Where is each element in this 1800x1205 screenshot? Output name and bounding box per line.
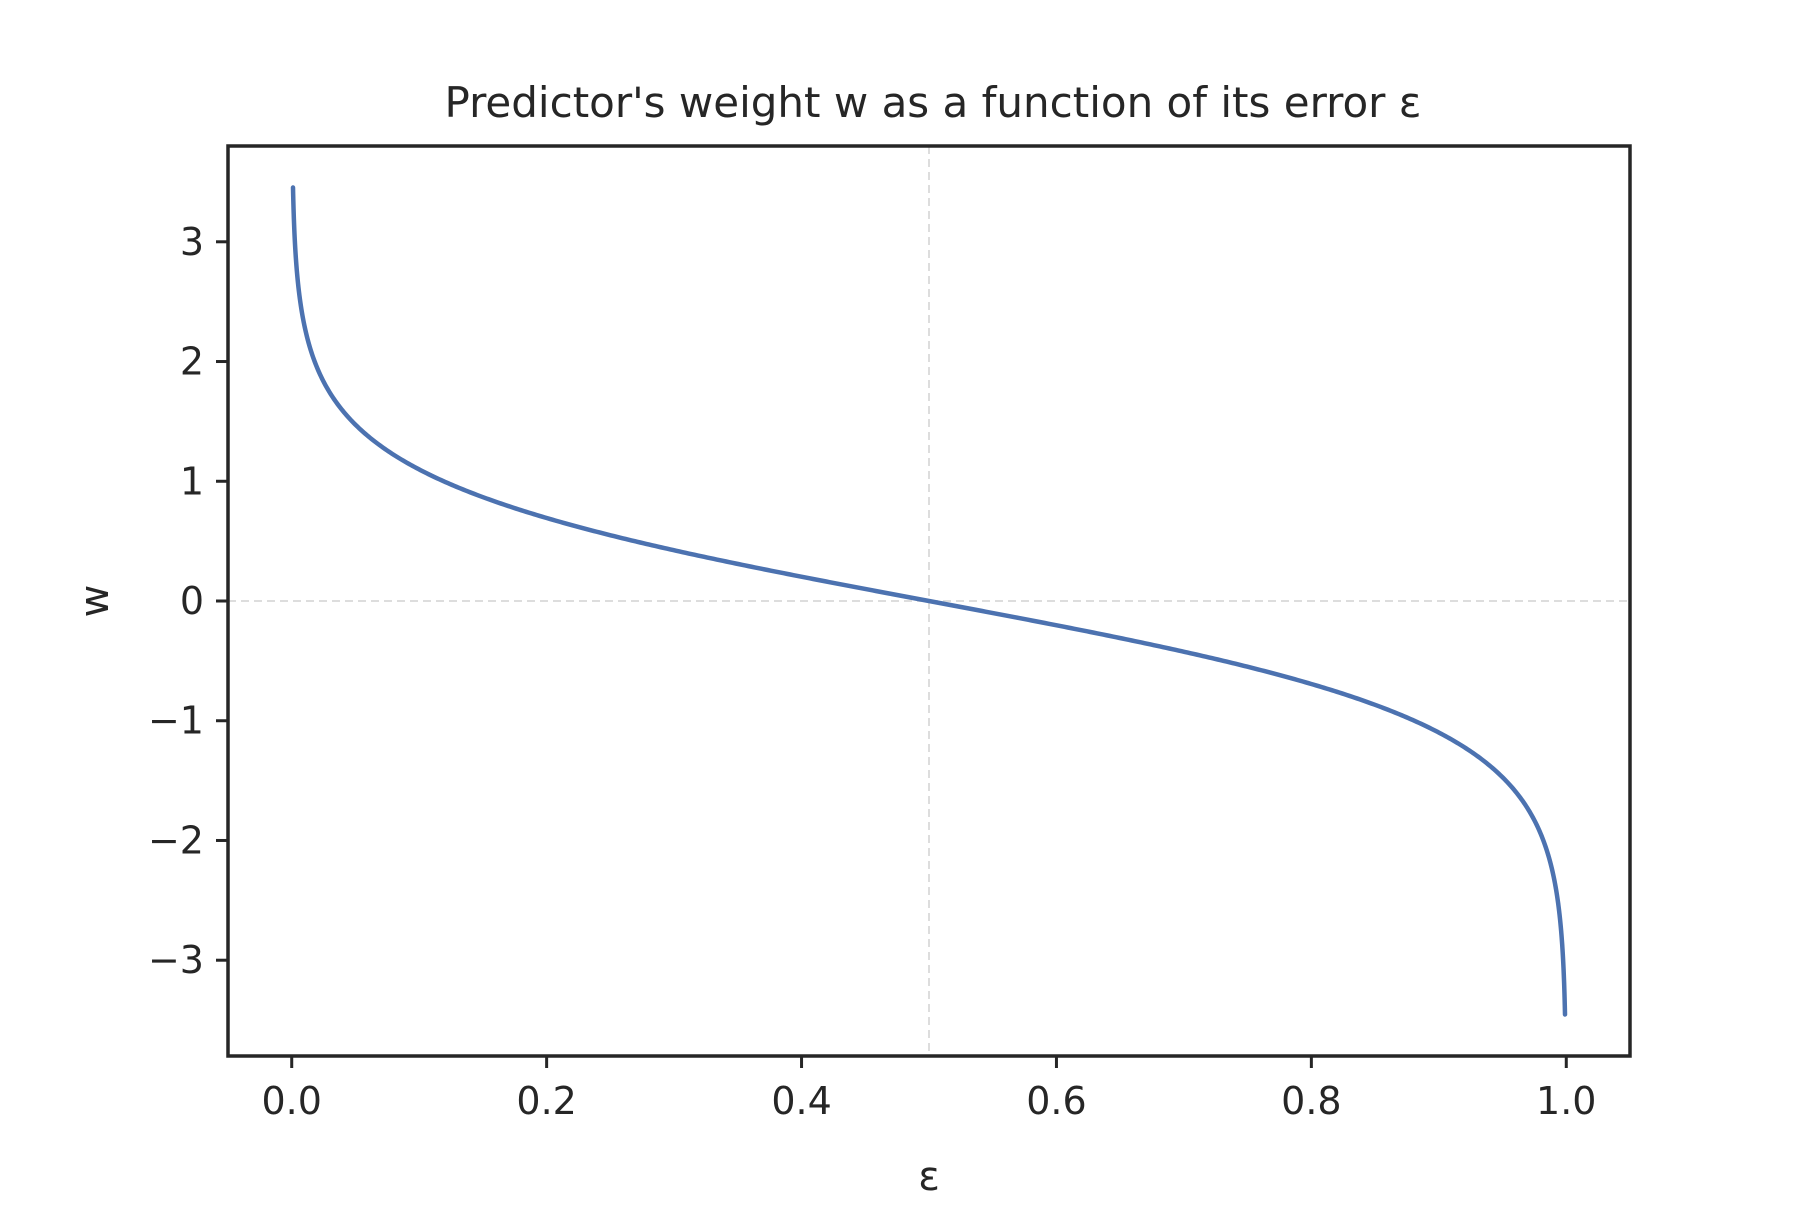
x-tick-label: 0.4 — [771, 1079, 831, 1123]
y-tick-label: 2 — [180, 340, 204, 384]
x-tick-label: 0.0 — [262, 1079, 322, 1123]
x-tick-label: 1.0 — [1536, 1079, 1596, 1123]
series-line-0 — [290, 185, 1568, 1017]
data-layer — [290, 185, 1568, 1017]
x-tick-label: 0.8 — [1281, 1079, 1341, 1123]
y-axis-label: w — [72, 585, 118, 618]
chart-title: Predictor's weight w as a function of it… — [445, 78, 1422, 127]
x-tick-label: 0.2 — [516, 1079, 576, 1123]
y-tick-label: −3 — [148, 938, 204, 982]
x-axis-label: ε — [918, 1154, 940, 1200]
y-tick-label: −2 — [148, 818, 204, 862]
x-tick-label: 0.6 — [1026, 1079, 1086, 1123]
y-tick-label: 1 — [180, 459, 204, 503]
x-axis: 0.0 0.2 0.4 0.6 0.8 1.0 — [262, 1056, 1596, 1123]
y-axis: 3 2 1 0 −1 −2 −3 — [148, 220, 228, 982]
y-tick-label: 0 — [180, 579, 204, 623]
y-tick-label: −1 — [148, 699, 204, 743]
y-tick-label: 3 — [180, 220, 204, 264]
